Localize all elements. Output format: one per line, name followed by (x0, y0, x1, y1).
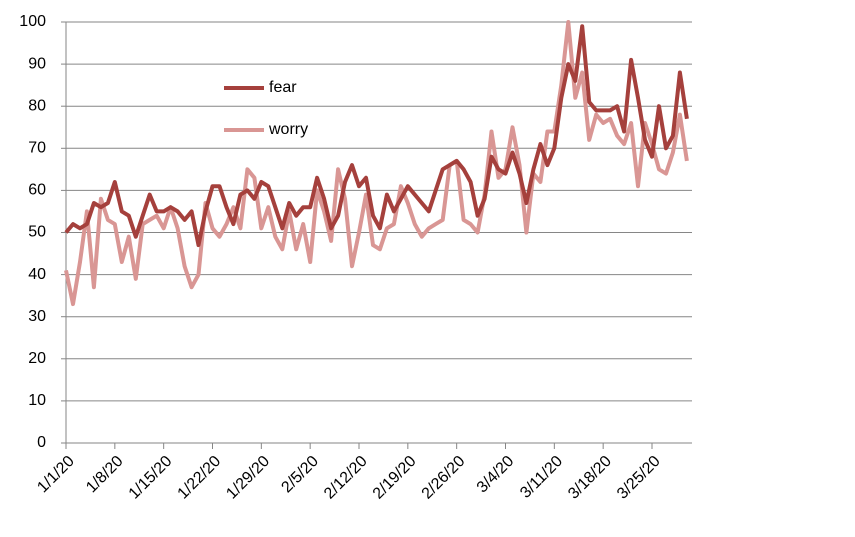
legend-label: fear (269, 79, 297, 96)
x-tick-label: 1/29/20 (223, 453, 273, 503)
y-tick-label: 70 (28, 140, 46, 157)
y-tick-label: 40 (28, 266, 46, 283)
legend-label: worry (268, 121, 308, 138)
x-tick-label: 3/25/20 (614, 453, 664, 503)
y-tick-label: 80 (28, 97, 46, 114)
x-tick-label: 3/4/20 (474, 453, 518, 497)
y-tick-label: 0 (37, 434, 46, 451)
x-tick-label: 3/11/20 (517, 453, 566, 502)
y-tick-label: 20 (28, 350, 46, 367)
x-tick-label: 3/18/20 (565, 453, 615, 503)
x-tick-label: 1/8/20 (83, 453, 127, 497)
x-tick-label: 2/26/20 (419, 453, 469, 503)
x-tick-label: 2/19/20 (370, 453, 420, 503)
x-tick-label: 1/15/20 (126, 453, 176, 503)
x-tick-label: 1/1/20 (34, 453, 78, 497)
x-tick-label: 1/22/20 (175, 453, 225, 503)
y-tick-label: 100 (19, 13, 46, 30)
y-tick-label: 90 (28, 55, 46, 72)
y-tick-label: 60 (28, 182, 46, 199)
y-tick-label: 30 (28, 308, 46, 325)
y-tick-label: 10 (28, 392, 46, 409)
y-tick-label: 50 (28, 224, 46, 241)
line-series (64, 24, 689, 248)
x-tick-label: 2/12/20 (321, 453, 371, 503)
line-series (64, 20, 689, 307)
x-tick-label: 2/5/20 (279, 453, 323, 497)
